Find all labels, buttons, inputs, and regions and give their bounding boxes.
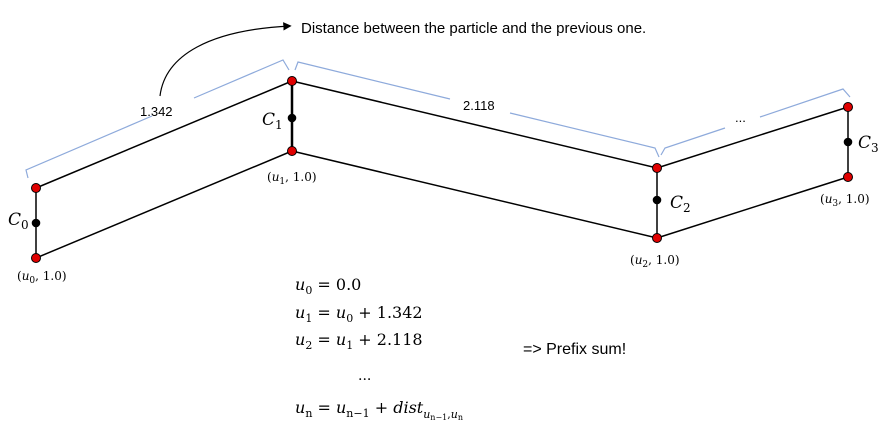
coord-label-1: (u1, 1.0)	[267, 170, 317, 187]
segment-label-3: C3	[858, 133, 879, 155]
segment-label-0: C0	[8, 210, 29, 232]
center-point-1	[287, 113, 297, 123]
particle-top-0	[31, 183, 41, 193]
equation-ellipsis: ...	[358, 368, 371, 384]
annotation-text: Distance between the particle and the pr…	[301, 20, 646, 37]
particle-bottom-0	[31, 253, 41, 263]
equation-line-1: u1 = u0 + 1.342	[295, 303, 423, 325]
particle-bottom-2	[652, 233, 662, 243]
prefix-sum-note: => Prefix sum!	[523, 341, 626, 358]
annotation-arrow	[159, 22, 292, 97]
particle-points	[31, 76, 853, 263]
particle-top-2	[652, 163, 662, 173]
bottom-edge-2	[656, 176, 849, 239]
center-point-0	[31, 218, 41, 228]
coord-label-3: (u3, 1.0)	[820, 192, 870, 209]
segment-label-2: C2	[670, 193, 691, 215]
center-point-2	[652, 195, 662, 205]
brace-label-2: ...	[735, 110, 746, 125]
equation-line-n: un = un−1 + distun−1,un	[295, 398, 463, 422]
top-edge-0	[35, 80, 293, 189]
distance-braces	[25, 59, 851, 179]
ribbon-lines	[35, 80, 849, 259]
brace-1	[294, 61, 660, 158]
brace-label-1: 2.118	[463, 98, 495, 113]
brace-2	[660, 88, 851, 156]
segment-label-1: C1	[262, 110, 283, 132]
coord-label-0: (u0, 1.0)	[17, 269, 67, 286]
particle-bottom-1	[287, 146, 297, 156]
particle-top-3	[843, 102, 853, 112]
coord-label-2: (u2, 1.0)	[630, 253, 680, 270]
bottom-edge-0	[35, 150, 293, 259]
brace-0	[25, 59, 290, 179]
top-edge-2	[656, 106, 849, 169]
equation-line-2: u2 = u1 + 2.118	[295, 330, 423, 352]
top-edge-1	[291, 80, 658, 169]
particle-bottom-3	[843, 172, 853, 182]
particle-top-1	[287, 76, 297, 86]
equation-line-0: u0 = 0.0	[295, 275, 361, 297]
brace-label-0: 1.342	[140, 104, 173, 119]
center-point-3	[843, 137, 853, 147]
bottom-edge-1	[291, 150, 658, 239]
